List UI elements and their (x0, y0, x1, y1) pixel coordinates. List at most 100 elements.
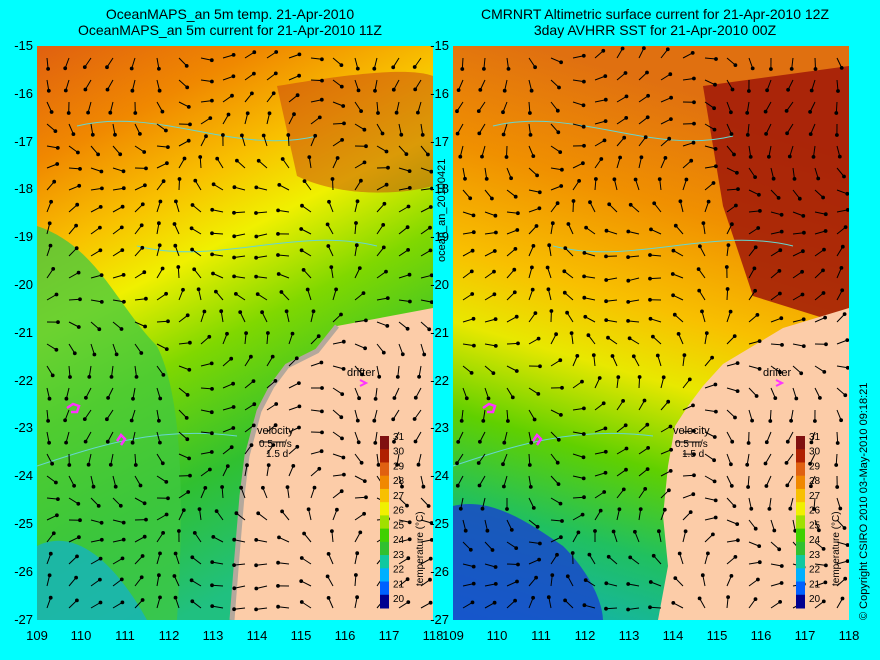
current-arrow-head (138, 132, 142, 136)
current-arrow-head (763, 109, 768, 114)
colorbar-tick-label: 24 (809, 535, 821, 546)
current-arrow-head (617, 507, 622, 512)
current-arrow-head (92, 352, 97, 357)
current-arrow-head (581, 53, 586, 58)
current-arrow-head (821, 195, 826, 200)
current-arrow-head (478, 439, 482, 444)
current-arrow-head (569, 331, 574, 336)
current-arrow-head (407, 169, 412, 173)
current-arrow-head (47, 221, 52, 226)
current-arrow-head (822, 247, 826, 252)
current-arrow-head (260, 310, 265, 315)
current-arrow-head (63, 418, 68, 423)
current-arrow-head (843, 393, 848, 398)
current-arrow-head (54, 480, 58, 485)
right-velocity-scale: 0.5 m/s (675, 439, 708, 450)
current-arrow-head (51, 267, 56, 271)
current-arrow-head (360, 372, 365, 377)
current-arrow-head (843, 225, 848, 230)
current-arrow-head (83, 87, 88, 92)
current-arrow-head (220, 485, 225, 489)
current-arrow-head (711, 181, 716, 185)
current-arrow-head (626, 319, 631, 323)
current-arrow-head (735, 170, 739, 175)
current-arrow-head (712, 479, 717, 484)
current-arrow-head (624, 116, 629, 120)
current-arrow-head (514, 314, 519, 319)
current-arrow-head (776, 196, 781, 200)
current-arrow-head (476, 461, 481, 465)
current-arrow-head (215, 156, 220, 161)
current-arrow-head (601, 401, 606, 406)
current-arrow-head (586, 333, 591, 338)
latitude-tick-neg27: -27 (430, 611, 449, 627)
current-arrow-head (130, 88, 135, 93)
current-arrow-head (582, 143, 586, 148)
colorbar-swatch (796, 541, 805, 556)
current-arrow-head (801, 344, 806, 349)
current-arrow-head (391, 417, 396, 422)
current-arrow-head (420, 133, 425, 137)
current-arrow-head (456, 88, 461, 92)
current-arrow-head (506, 419, 510, 423)
colorbar-tick-label: 23 (809, 550, 821, 561)
current-arrow-head (342, 472, 346, 477)
current-arrow-head (834, 463, 839, 467)
current-arrow-head (47, 573, 52, 578)
current-arrow-head (823, 580, 828, 585)
current-arrow-head (422, 352, 427, 357)
current-arrow-head (621, 399, 626, 403)
current-arrow-head (209, 450, 214, 454)
current-arrow-head (176, 265, 181, 269)
current-arrow-head (535, 173, 539, 178)
current-arrow-head (46, 419, 51, 423)
current-arrow-head (692, 76, 696, 81)
current-arrow-head (757, 544, 762, 549)
current-arrow-head (64, 396, 69, 401)
current-arrow-head (533, 65, 537, 70)
current-arrow-head (326, 596, 331, 600)
current-arrow-head (207, 334, 212, 339)
colorbar-tick-label: 25 (809, 520, 821, 531)
current-arrow-head (189, 578, 194, 583)
right-current-arrows (455, 46, 849, 612)
current-arrow-head (648, 253, 652, 257)
current-arrow-head (232, 586, 237, 591)
current-arrow-head (582, 274, 587, 279)
current-arrow-head (392, 396, 397, 400)
current-arrow-head (559, 413, 563, 417)
current-arrow-head (730, 439, 735, 444)
current-arrow-head (317, 466, 322, 471)
current-arrow-head (421, 484, 426, 489)
latitude-tick-neg24: -24 (430, 468, 449, 484)
current-arrow-head (210, 252, 215, 257)
longitude-tick-110: 110 (70, 628, 92, 643)
current-arrow-head (335, 507, 339, 512)
current-arrow-head (492, 269, 496, 274)
current-arrow-head (232, 255, 237, 260)
current-arrow-head (480, 506, 485, 511)
current-arrow-head (842, 174, 846, 179)
current-arrow-head (460, 67, 465, 71)
current-arrow-head (64, 440, 69, 445)
current-arrow-head (98, 600, 103, 605)
colorbar-swatch (380, 475, 389, 490)
current-arrow-head (612, 177, 617, 182)
current-arrow-head (232, 210, 236, 215)
current-arrow-head (295, 93, 300, 98)
current-arrow-head (729, 462, 733, 467)
current-arrow-head (404, 152, 409, 156)
current-arrow-head (714, 409, 718, 414)
current-arrow-head (706, 551, 710, 556)
current-arrow-head (604, 299, 609, 304)
current-arrow-head (271, 91, 276, 96)
current-arrow-head (359, 460, 364, 465)
right-title-line2: 3day AVHRR SST for 21-Apr-2010 00Z (533, 22, 777, 38)
current-arrow-head (407, 272, 412, 277)
current-arrow-head (276, 272, 281, 276)
current-arrow-head (528, 133, 533, 137)
current-arrow-head (788, 506, 793, 511)
current-arrow-head (105, 439, 110, 444)
current-arrow-head (601, 48, 606, 53)
current-arrow-head (174, 199, 178, 204)
